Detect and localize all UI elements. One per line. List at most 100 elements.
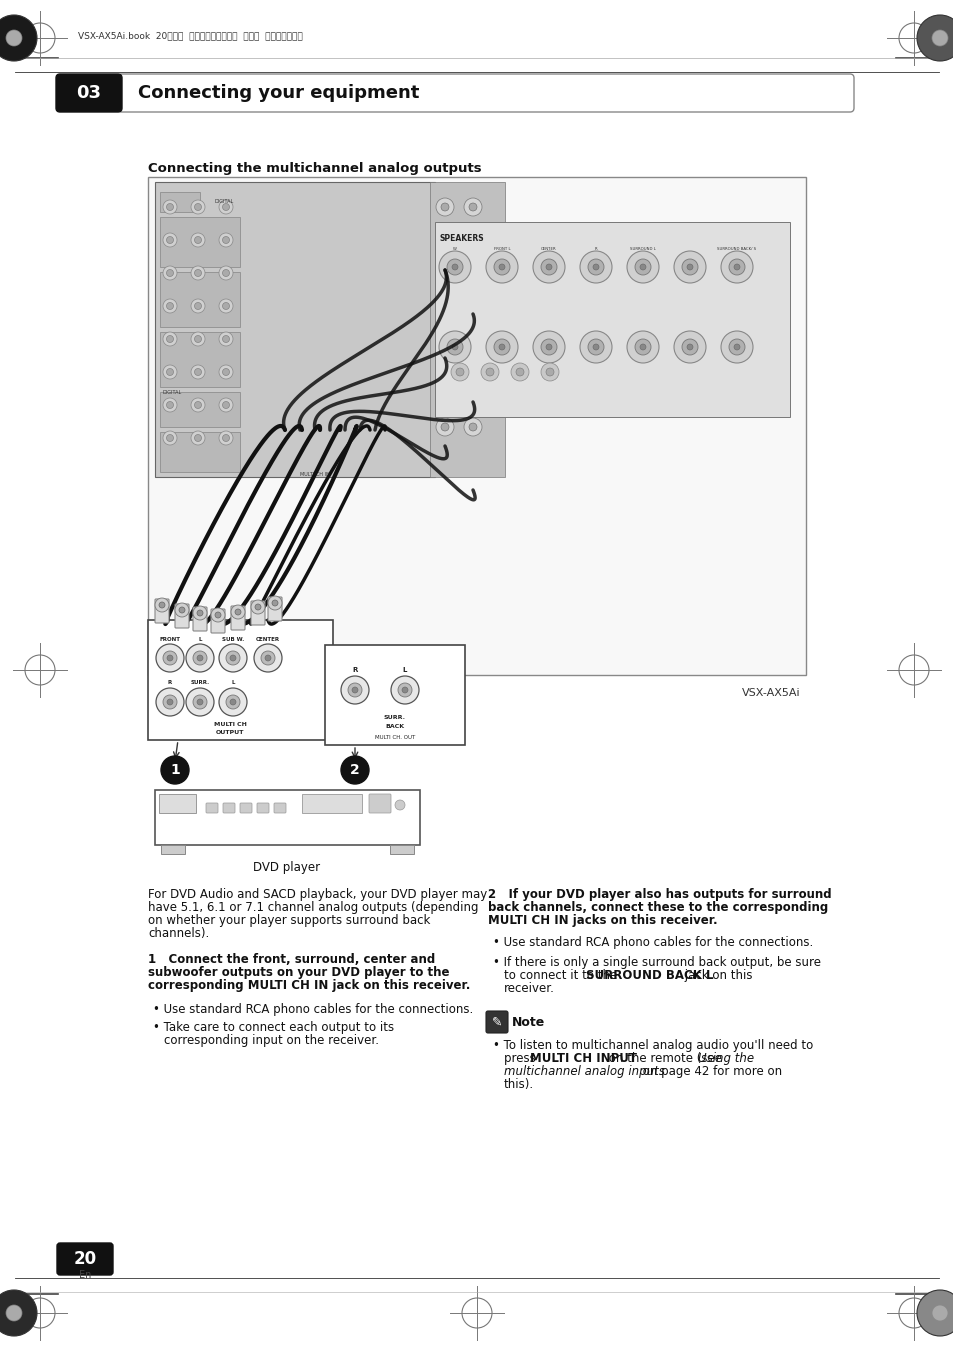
Circle shape [436, 330, 454, 349]
Circle shape [163, 694, 177, 709]
Text: SURROUND BACK L: SURROUND BACK L [585, 969, 713, 982]
Circle shape [348, 684, 361, 697]
Circle shape [469, 290, 476, 299]
Circle shape [156, 688, 184, 716]
Circle shape [587, 259, 603, 276]
Circle shape [436, 417, 454, 436]
FancyBboxPatch shape [231, 607, 245, 630]
Circle shape [728, 339, 744, 355]
Circle shape [626, 331, 659, 363]
Circle shape [194, 435, 201, 442]
Circle shape [222, 435, 230, 442]
Circle shape [186, 688, 213, 716]
Circle shape [469, 203, 476, 211]
Circle shape [230, 655, 235, 661]
Circle shape [219, 399, 233, 412]
Circle shape [191, 299, 205, 313]
FancyBboxPatch shape [206, 802, 218, 813]
Circle shape [516, 367, 523, 376]
Circle shape [579, 331, 612, 363]
Circle shape [686, 345, 692, 350]
Circle shape [219, 644, 247, 671]
Text: En: En [79, 1270, 91, 1279]
Text: Connecting your equipment: Connecting your equipment [138, 84, 419, 101]
Circle shape [395, 800, 405, 811]
Circle shape [463, 286, 481, 304]
Circle shape [485, 331, 517, 363]
Circle shape [191, 431, 205, 444]
Circle shape [0, 15, 37, 61]
FancyBboxPatch shape [160, 272, 240, 327]
Circle shape [438, 251, 471, 282]
Text: • Take care to connect each output to its: • Take care to connect each output to it… [152, 1021, 394, 1034]
Circle shape [498, 345, 504, 350]
Circle shape [456, 367, 463, 376]
FancyBboxPatch shape [154, 182, 435, 477]
FancyBboxPatch shape [223, 802, 234, 813]
Circle shape [540, 339, 557, 355]
Circle shape [196, 698, 203, 705]
Circle shape [469, 335, 476, 343]
Text: L: L [198, 638, 201, 642]
Circle shape [686, 263, 692, 270]
Circle shape [194, 369, 201, 376]
Circle shape [179, 607, 185, 613]
Text: W: W [453, 247, 456, 251]
Circle shape [579, 251, 612, 282]
Text: ✎: ✎ [491, 1016, 501, 1028]
Text: subwoofer outputs on your DVD player to the: subwoofer outputs on your DVD player to … [148, 966, 449, 979]
Text: • To listen to multichannel analog audio you'll need to: • To listen to multichannel analog audio… [493, 1039, 812, 1052]
Circle shape [214, 612, 221, 617]
Circle shape [226, 651, 240, 665]
Circle shape [6, 30, 22, 46]
Circle shape [154, 598, 169, 612]
Text: 1: 1 [170, 763, 180, 777]
Text: SPEAKERS: SPEAKERS [439, 234, 484, 243]
Text: channels).: channels). [148, 927, 209, 940]
Circle shape [194, 204, 201, 211]
Circle shape [463, 330, 481, 349]
Text: R: R [594, 247, 597, 251]
FancyBboxPatch shape [118, 74, 853, 112]
Text: • Use standard RCA phono cables for the connections.: • Use standard RCA phono cables for the … [152, 1002, 473, 1016]
Circle shape [452, 263, 457, 270]
Circle shape [167, 369, 173, 376]
Circle shape [219, 431, 233, 444]
Circle shape [219, 365, 233, 380]
Circle shape [463, 374, 481, 392]
Circle shape [156, 644, 184, 671]
Circle shape [463, 199, 481, 216]
FancyBboxPatch shape [430, 182, 504, 477]
Circle shape [222, 204, 230, 211]
Circle shape [254, 604, 261, 611]
Text: DIGITAL: DIGITAL [163, 390, 182, 394]
Circle shape [219, 332, 233, 346]
Circle shape [626, 251, 659, 282]
Circle shape [401, 688, 408, 693]
Text: on page 42 for more on: on page 42 for more on [639, 1065, 781, 1078]
Text: SUB W.: SUB W. [222, 638, 244, 642]
Circle shape [231, 605, 245, 619]
Circle shape [498, 263, 504, 270]
Circle shape [545, 345, 552, 350]
Circle shape [480, 363, 498, 381]
Circle shape [194, 236, 201, 243]
FancyBboxPatch shape [160, 432, 240, 471]
Circle shape [720, 331, 752, 363]
Circle shape [494, 259, 510, 276]
Circle shape [916, 15, 953, 61]
Text: BACK: BACK [385, 724, 404, 730]
Circle shape [931, 1305, 947, 1321]
FancyBboxPatch shape [325, 644, 464, 744]
Text: on whether your player supports surround back: on whether your player supports surround… [148, 915, 430, 927]
Circle shape [191, 232, 205, 247]
Circle shape [163, 332, 177, 346]
Text: FRONT: FRONT [159, 638, 180, 642]
Circle shape [163, 399, 177, 412]
Circle shape [222, 269, 230, 277]
Circle shape [261, 651, 274, 665]
Text: 1   Connect the front, surround, center and: 1 Connect the front, surround, center an… [148, 952, 435, 966]
Circle shape [469, 380, 476, 386]
Circle shape [159, 603, 165, 608]
Text: DVD player: DVD player [253, 861, 320, 874]
